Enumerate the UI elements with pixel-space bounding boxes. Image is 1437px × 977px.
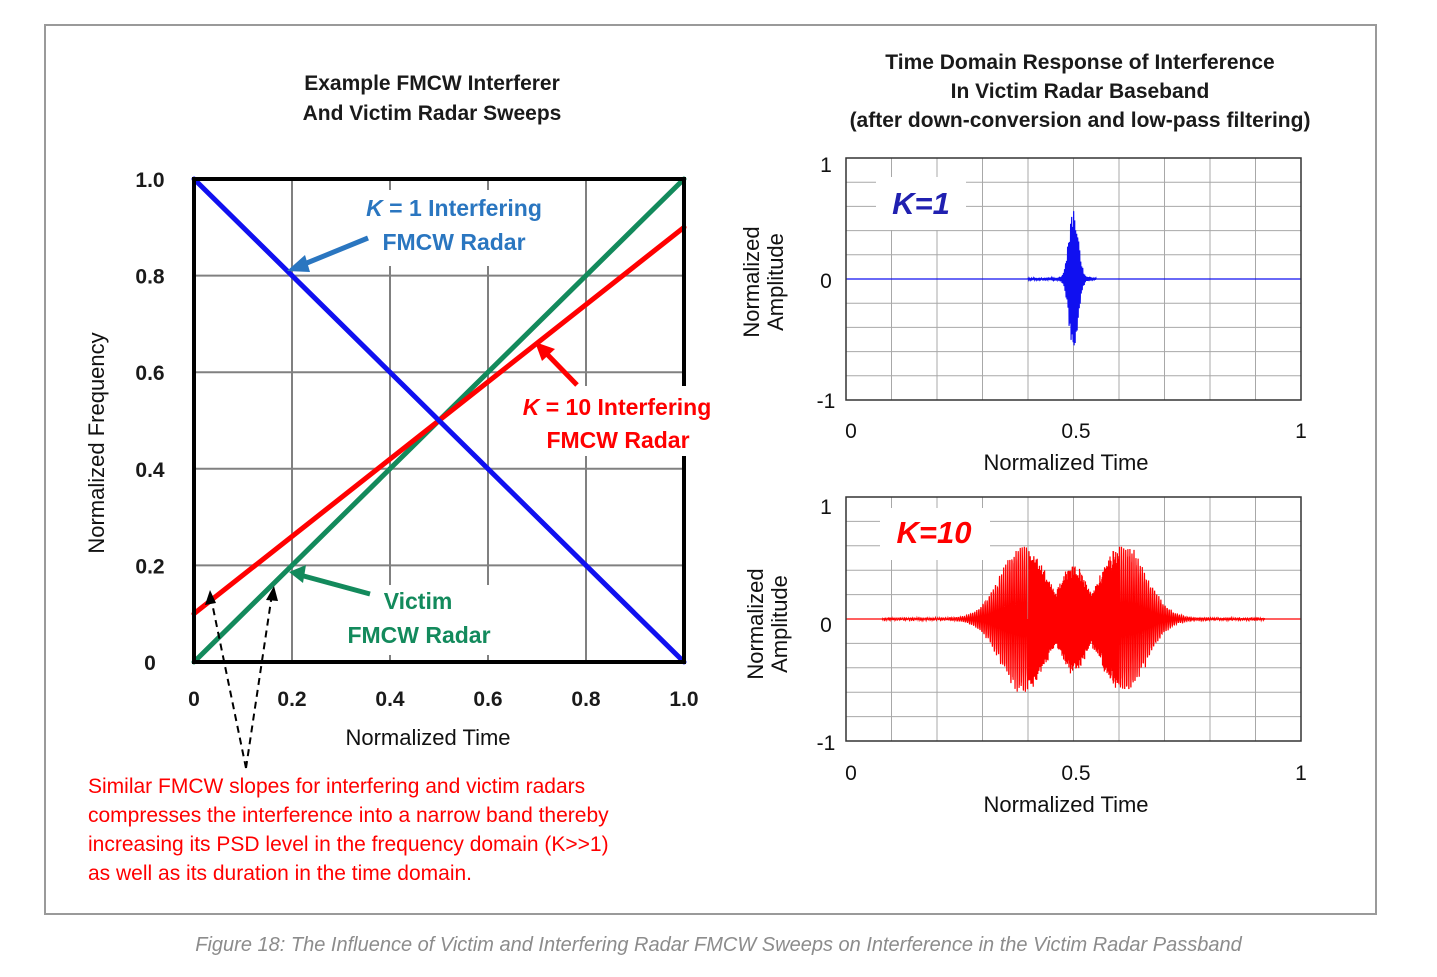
k10-response-chart: K=10 1 0 -1 0 0.5 1 Normalized Time Norm…	[743, 496, 1307, 817]
k10-ytick-1: 1	[820, 496, 832, 519]
victim-annotation-line-2: FMCW Radar	[347, 622, 490, 648]
k1-annotation-k: K	[366, 195, 384, 221]
victim-arrow-shaft	[299, 572, 371, 597]
sweeps-series	[191, 176, 687, 665]
sweeps-xtick-label: 0	[188, 688, 200, 711]
k10-annotation: K = 10 Interfering FMCW Radar	[500, 342, 730, 456]
sweeps-xtick-label: 0.6	[473, 688, 502, 711]
k10-annotation-line-1: K = 10 Interfering	[523, 394, 712, 420]
k1-label-box	[876, 177, 966, 230]
k10-annotation-k: K	[523, 394, 541, 420]
sweeps-x-axis-label: Normalized Time	[345, 725, 510, 750]
k10-y-axis-label-line-1: Normalized	[743, 568, 768, 679]
sweeps-chart: Example FMCW Interferer And Victim Radar…	[84, 72, 730, 769]
note-pointer-arrows	[205, 586, 278, 769]
k1-ytick-neg1: -1	[817, 390, 836, 413]
k1-annotation-line-1: K = 1 Interfering	[366, 195, 542, 221]
k10-arrow-shaft	[542, 349, 579, 387]
k1-xtick-05: 0.5	[1061, 420, 1090, 443]
k1-annotation: K = 1 Interfering FMCW Radar	[287, 190, 557, 272]
sweeps-ytick-label: 0	[144, 652, 156, 675]
k10-annotation-line-2: FMCW Radar	[546, 427, 689, 453]
sweep-line-k1	[191, 176, 687, 665]
figure-caption: Figure 18: The Influence of Victim and I…	[195, 934, 1242, 956]
k1-annotation-rest: = 1 Interfering	[383, 195, 542, 221]
k10-xtick-1: 1	[1295, 762, 1307, 785]
k10-y-axis-label-line-2: Amplitude	[767, 575, 792, 673]
k10-xtick-0: 0	[845, 762, 857, 785]
sweeps-ytick-label: 0.2	[135, 555, 164, 578]
slope-note-line-1: Similar FMCW slopes for interfering and …	[88, 775, 586, 798]
k10-ytick-neg1: -1	[817, 732, 836, 755]
sweeps-ytick-label: 0.4	[135, 459, 165, 482]
k1-xtick-0: 0	[845, 420, 857, 443]
sweeps-y-axis-label: Normalized Frequency	[84, 332, 109, 553]
k10-arrow-head	[535, 342, 555, 361]
response-title-line-1: Time Domain Response of Interference	[885, 51, 1274, 74]
sweeps-title-line-1: Example FMCW Interferer	[304, 72, 560, 95]
k1-annotation-line-2: FMCW Radar	[382, 229, 525, 255]
response-title-line-3: (after down-conversion and low-pass filt…	[850, 109, 1311, 132]
sweeps-xtick-label: 0.4	[375, 688, 405, 711]
k1-xtick-1: 1	[1295, 420, 1307, 443]
slope-note-line-4: as well as its duration in the time doma…	[88, 862, 473, 885]
k1-arrow-head	[287, 255, 310, 272]
sweeps-ticks: 0 0.2 0.4 0.6 0.8 1.0 0 0.2 0.4 0.6 0.8 1.0	[135, 169, 698, 711]
sweeps-title-line-2: And Victim Radar Sweeps	[303, 102, 562, 125]
k1-label: K=1	[892, 186, 950, 221]
victim-arrow-head	[289, 565, 306, 583]
k10-xtick-05: 0.5	[1061, 762, 1090, 785]
k10-x-axis-label: Normalized Time	[983, 792, 1148, 817]
k10-label: K=10	[897, 515, 972, 550]
victim-annotation: Victim FMCW Radar	[289, 565, 506, 655]
sweeps-ytick-label: 1.0	[135, 169, 164, 192]
k1-x-axis-label: Normalized Time	[983, 450, 1148, 475]
sweeps-xtick-label: 1.0	[669, 688, 698, 711]
k1-y-axis-label-line-1: Normalized	[739, 226, 764, 337]
k10-signal-trace	[846, 546, 1301, 692]
k1-arrow-shaft	[296, 235, 369, 270]
k10-ytick-0: 0	[820, 614, 832, 637]
slope-note: Similar FMCW slopes for interfering and …	[88, 772, 748, 888]
k1-y-axis-label-line-2: Amplitude	[763, 233, 788, 331]
k10-label-box	[880, 508, 990, 560]
k10-plot-frame	[845, 496, 1302, 742]
k1-ytick-1: 1	[820, 154, 832, 177]
k1-ytick-0: 0	[820, 270, 832, 293]
response-title: Time Domain Response of Interference In …	[850, 51, 1311, 132]
k1-signal-trace	[846, 211, 1301, 346]
victim-annotation-line-1: Victim	[384, 588, 453, 614]
sweeps-ytick-label: 0.6	[135, 362, 164, 385]
k1-response-chart: K=1 1 0 -1 0 0.5 1 Normalized Time Norma…	[739, 154, 1307, 475]
slope-note-line-2: compresses the interference into a narro…	[88, 804, 609, 827]
response-title-line-2: In Victim Radar Baseband	[951, 80, 1210, 103]
sweeps-xtick-label: 0.2	[277, 688, 306, 711]
k10-annotation-rest: = 10 Interfering	[539, 394, 711, 420]
sweeps-ytick-label: 0.8	[135, 266, 165, 289]
k1-plot-frame	[845, 157, 1302, 401]
sweeps-xtick-label: 0.8	[571, 688, 601, 711]
slope-note-line-3: increasing its PSD level in the frequenc…	[88, 833, 609, 856]
